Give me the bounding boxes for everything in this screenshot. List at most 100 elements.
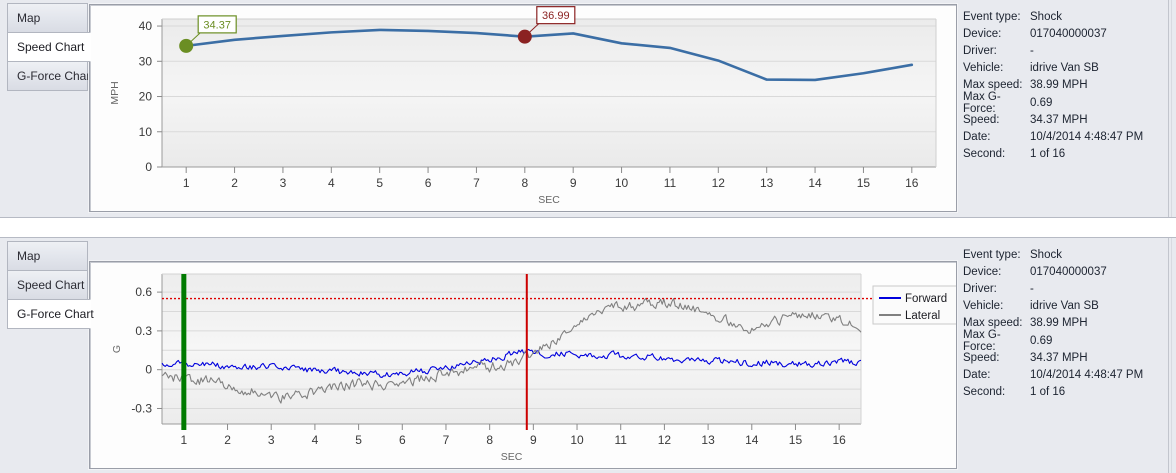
info-row: Date: 10/4/2014 4:48:47 PM: [963, 366, 1168, 383]
annotation-box: [197, 15, 237, 34]
info-row: Max speed: 38.99 MPH: [963, 315, 1168, 332]
event-info-panel-bottom: Event type: Shock Device: 017040000037 Drive…: [963, 246, 1168, 401]
x-axis-tick-label: 13: [701, 433, 715, 447]
panel-bottom-tabstrip: Map Speed Chart G-Force Chart: [7, 241, 94, 329]
info-row: Second: 1 of 16: [963, 146, 1168, 163]
panel-divider-outer: [1171, 0, 1172, 217]
info-key: Speed:: [963, 113, 1000, 126]
panel-divider-outer: [1171, 238, 1172, 473]
x-axis-tick-label: 13: [760, 176, 774, 190]
x-axis-tick-label: 6: [399, 433, 406, 447]
x-axis-tick-label: 7: [443, 433, 450, 447]
info-value: 10/4/2014 4:48:47 PM: [1030, 368, 1144, 381]
tab-label: Map: [17, 11, 41, 25]
y-axis-tick-label: 30: [139, 54, 153, 68]
y-axis-title: MPH: [109, 81, 121, 104]
x-axis-tick-label: 2: [224, 433, 231, 447]
info-key: Vehicle:: [963, 62, 1004, 75]
info-value: Shock: [1030, 10, 1062, 23]
x-axis-tick-label: 2: [231, 176, 238, 190]
x-axis-tick-label: 16: [832, 433, 846, 447]
panel-divider: [1168, 238, 1169, 473]
legend-background: [872, 285, 956, 325]
x-axis-tick-label: 12: [658, 433, 672, 447]
sidebar-item-map[interactable]: Map: [7, 241, 88, 271]
info-value: -: [1030, 44, 1034, 57]
sidebar-item-g-force-chart[interactable]: G-Force Chart: [7, 61, 94, 91]
x-axis-title: SEC: [538, 194, 560, 206]
info-value: 10/4/2014 4:48:47 PM: [1030, 130, 1144, 143]
info-value: -: [1030, 282, 1034, 295]
x-axis-tick-label: 9: [570, 176, 577, 190]
annotation-label: 36.99: [542, 10, 570, 22]
start-point-marker[interactable]: [179, 38, 194, 53]
x-axis-tick-label: 12: [712, 176, 726, 190]
x-axis-tick-label: 14: [808, 176, 822, 190]
info-row: Max G-Force: 0.69: [963, 91, 1168, 115]
g-force-chart-frame[interactable]: -0.300.30.612345678910111213141516SECG0.…: [89, 261, 957, 469]
info-row: Max speed: 38.99 MPH: [963, 77, 1168, 94]
sidebar-item-speed-chart[interactable]: Speed Chart: [7, 270, 88, 300]
x-axis-tick-label: 10: [615, 176, 629, 190]
info-key: Speed:: [963, 351, 1000, 364]
info-key: Max speed:: [963, 79, 1023, 92]
x-axis-tick-label: 8: [486, 433, 493, 447]
info-key: Device:: [963, 265, 1002, 278]
sidebar-item-speed-chart[interactable]: Speed Chart: [7, 32, 91, 62]
x-axis-tick-label: 3: [268, 433, 275, 447]
y-axis-tick-label: 0.6: [135, 285, 152, 299]
info-row: Event type: Shock: [963, 246, 1168, 263]
info-row: Device: 017040000037: [963, 25, 1168, 42]
info-key: Event type:: [963, 248, 1021, 261]
x-axis-tick-label: 15: [857, 176, 871, 190]
g-force-chart-plot[interactable]: -0.300.30.612345678910111213141516SECG0.…: [90, 262, 956, 468]
info-key: Second:: [963, 148, 1006, 161]
info-row: Vehicle: idrive Van SB: [963, 60, 1168, 77]
info-key: Device:: [963, 27, 1002, 40]
info-value: Shock: [1030, 248, 1062, 261]
x-axis-tick-label: 8: [521, 176, 528, 190]
x-axis-tick-label: 11: [664, 176, 677, 190]
plot-area-background: [162, 274, 861, 424]
y-axis-tick-label: 10: [139, 125, 153, 139]
info-value: 017040000037: [1030, 27, 1107, 40]
forward-g-force-trace: [161, 348, 862, 378]
info-key: Date:: [963, 130, 991, 143]
x-axis-tick-label: 15: [789, 433, 803, 447]
info-value: 0.69: [1030, 96, 1053, 109]
info-key: Vehicle:: [963, 300, 1004, 313]
info-value: 1 of 16: [1030, 386, 1066, 399]
x-axis-tick-label: 5: [376, 176, 383, 190]
y-axis-tick-label: 0.3: [135, 324, 152, 338]
sidebar-item-g-force-chart[interactable]: G-Force Chart: [7, 299, 94, 329]
legend-label-lateral: Lateral: [905, 310, 940, 322]
info-key: Max G-Force:: [963, 90, 1001, 115]
y-axis-tick-label: 40: [139, 19, 153, 33]
info-row: Max G-Force: 0.69: [963, 329, 1168, 353]
x-axis-tick-label: 16: [905, 176, 919, 190]
x-axis-tick-label: 11: [614, 433, 627, 447]
info-key: Event type:: [963, 10, 1021, 23]
info-row: Second: 1 of 16: [963, 384, 1168, 401]
current-point-marker[interactable]: [517, 29, 532, 44]
info-value: 017040000037: [1030, 265, 1107, 278]
info-key: Second:: [963, 386, 1006, 399]
sidebar-item-map[interactable]: Map: [7, 3, 88, 33]
info-key: Date:: [963, 368, 991, 381]
x-axis-tick-label: 1: [181, 433, 188, 447]
lateral-g-force-trace: [161, 297, 862, 404]
tab-label: G-Force Chart: [17, 307, 94, 321]
tab-label: Speed Chart: [17, 278, 85, 292]
info-row: Event type: Shock: [963, 8, 1168, 25]
tab-label: Speed Chart: [17, 40, 85, 54]
x-axis-title: SEC: [501, 451, 523, 463]
info-key: Max speed:: [963, 317, 1023, 330]
speed-chart-frame[interactable]: 0 10 20 30 40 1 2 3 4 5 6 7 8 9 10 11 12 13 14 15 16 SEC MPH 34…: [89, 4, 957, 212]
info-value: 0.69: [1030, 334, 1053, 347]
annotation-box: [536, 6, 576, 25]
y-axis-title: G: [111, 345, 123, 353]
y-axis-tick-label: 0: [145, 363, 152, 377]
tab-label: Map: [17, 249, 41, 263]
